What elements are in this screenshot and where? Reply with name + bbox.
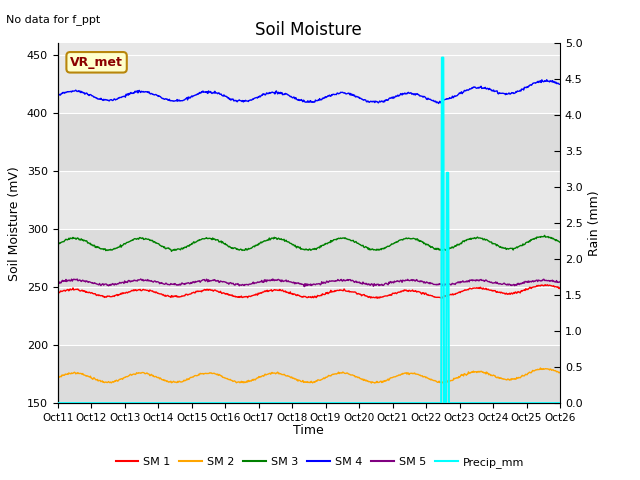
Title: Soil Moisture: Soil Moisture <box>255 21 362 39</box>
Bar <box>58 55 560 113</box>
Bar <box>58 229 560 287</box>
Y-axis label: Rain (mm): Rain (mm) <box>588 191 601 256</box>
Text: No data for f_ppt: No data for f_ppt <box>6 14 100 25</box>
Bar <box>58 171 560 229</box>
Text: VR_met: VR_met <box>70 56 123 69</box>
Bar <box>58 345 560 403</box>
Bar <box>58 113 560 171</box>
Legend: SM 1, SM 2, SM 3, SM 4, SM 5, Precip_mm: SM 1, SM 2, SM 3, SM 4, SM 5, Precip_mm <box>111 452 529 472</box>
Bar <box>58 287 560 345</box>
Y-axis label: Soil Moisture (mV): Soil Moisture (mV) <box>8 166 21 281</box>
X-axis label: Time: Time <box>293 424 324 437</box>
